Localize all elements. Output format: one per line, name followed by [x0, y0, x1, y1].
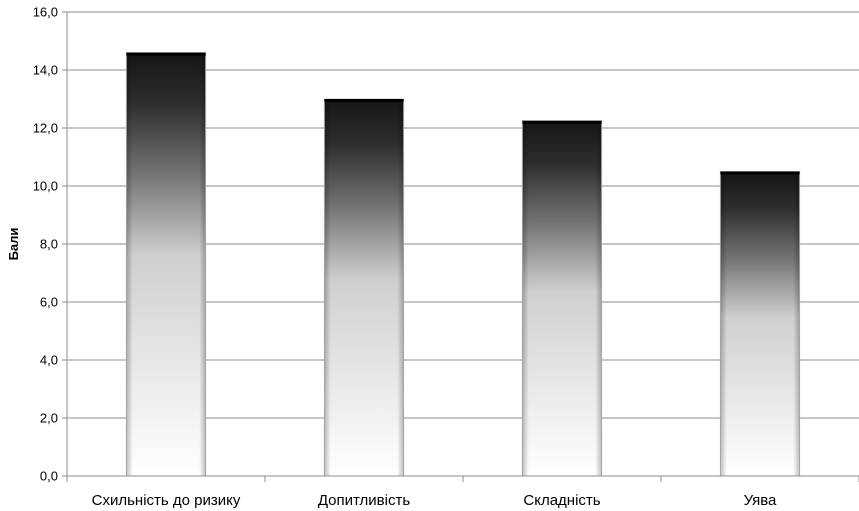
x-category-label: Схильність до ризику [92, 492, 241, 509]
y-tick-label: 12,0 [33, 121, 58, 136]
y-tick-label: 8,0 [40, 237, 58, 252]
x-category-label: Уява [744, 492, 777, 509]
bar-shading [522, 120, 602, 476]
y-tick-label: 10,0 [33, 179, 58, 194]
bar-top-edge [126, 52, 206, 56]
y-axis-title: Бали [6, 228, 21, 261]
y-tick-label: 16,0 [33, 5, 58, 20]
bar-top-edge [324, 99, 404, 102]
y-tick-label: 2,0 [40, 411, 58, 426]
axes: Бали 0,0 2,0 4,0 6,0 8,0 10,0 12,0 14,0 16,0 Схил… [6, 5, 859, 509]
bar-shading [126, 52, 206, 476]
y-tick-label: 14,0 [33, 63, 58, 78]
y-tick-label: 6,0 [40, 295, 58, 310]
x-category-label: Допитливість [318, 492, 411, 509]
bar-top-edge [720, 171, 800, 175]
bars [125, 52, 801, 477]
y-tick-label: 0,0 [40, 469, 58, 484]
x-category-label: Складність [523, 492, 600, 509]
bar-top-edge [522, 120, 602, 124]
bar-shading [720, 171, 800, 476]
bar-shading [324, 99, 404, 476]
y-tick-label: 4,0 [40, 353, 58, 368]
